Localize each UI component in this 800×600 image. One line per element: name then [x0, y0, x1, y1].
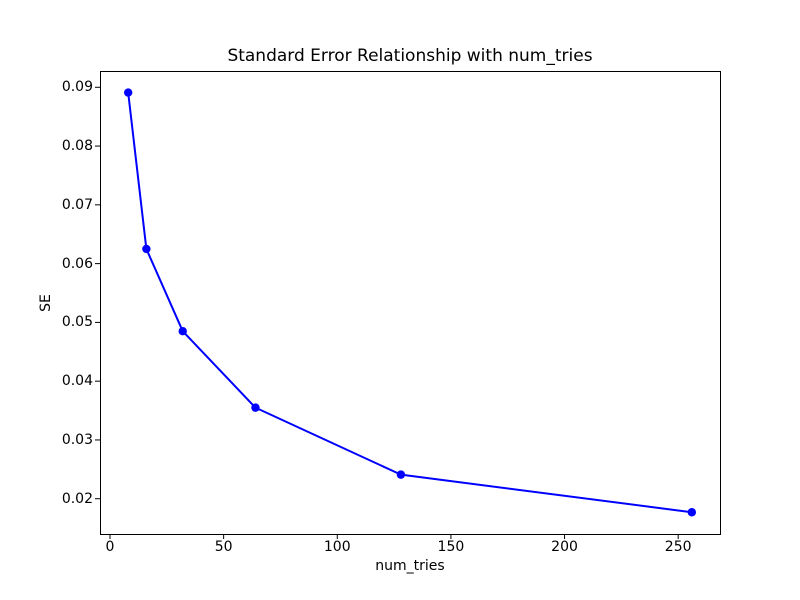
x-tick-label: 250	[664, 539, 692, 555]
data-line	[127, 91, 693, 514]
y-tick-label: 0.03	[61, 431, 93, 448]
x-axis-label: num_tries	[375, 558, 445, 574]
y-tick-label: 0.05	[61, 314, 93, 331]
x-tick-label: 50	[214, 539, 233, 555]
y-tick-label: 0.04	[61, 373, 93, 390]
y-tick-label: 0.08	[61, 138, 93, 155]
x-tick-label: 200	[551, 539, 578, 555]
data-point	[687, 508, 697, 517]
x-tick-label: 150	[437, 539, 465, 555]
data-point	[178, 327, 187, 336]
axes-frame	[100, 71, 721, 535]
x-tick-label: 0	[105, 539, 115, 555]
data-point	[142, 244, 151, 254]
data-point	[123, 88, 133, 97]
data-point	[251, 403, 260, 412]
data-point	[396, 470, 406, 479]
x-tick-label: 100	[323, 539, 351, 555]
y-tick-label: 0.09	[61, 79, 93, 96]
chart-title: Standard Error Relationship with num_tri…	[227, 46, 593, 66]
y-tick-label: 0.06	[61, 255, 93, 272]
y-tick-label: 0.07	[61, 196, 93, 213]
y-tick-label: 0.02	[61, 490, 93, 507]
